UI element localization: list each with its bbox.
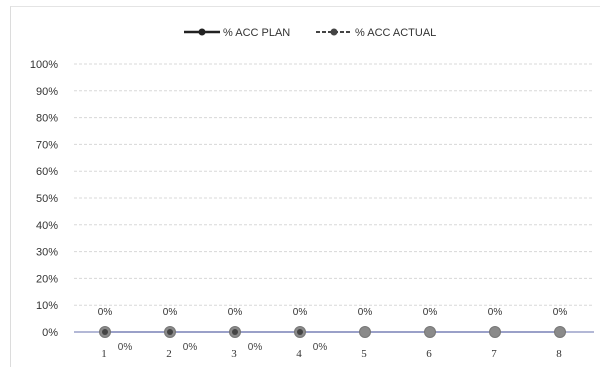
x-tick-label: 5 (361, 348, 367, 360)
point-actual (232, 329, 238, 335)
data-label-actual: 0% (118, 342, 133, 353)
y-axis-ticks: 0% 10% 20% 30% 40% 50% 60% 70% 80% 90% 100% (30, 59, 58, 339)
data-label-actual: 0% (183, 342, 198, 353)
chart-frame (10, 6, 600, 367)
legend-item-actual: % ACC ACTUAL (316, 27, 436, 39)
legend-item-plan: % ACC PLAN (184, 27, 290, 39)
point-plan (489, 326, 501, 338)
y-tick-label: 50% (36, 193, 58, 205)
legend: % ACC PLAN % ACC ACTUAL (184, 27, 436, 39)
point-actual (167, 329, 173, 335)
data-label-plan: 0% (358, 307, 373, 318)
data-label-plan: 0% (423, 307, 438, 318)
y-tick-label: 20% (36, 273, 58, 285)
series-group (99, 326, 566, 338)
point-actual (102, 329, 108, 335)
y-tick-label: 100% (30, 59, 58, 71)
x-tick-label: 4 (296, 348, 302, 360)
data-label-plan: 0% (163, 307, 178, 318)
x-tick-label: 2 (166, 348, 172, 360)
y-tick-label: 10% (36, 300, 58, 312)
y-tick-label: 0% (42, 327, 58, 339)
gridlines (74, 63, 594, 306)
data-label-plan: 0% (98, 307, 113, 318)
y-tick-label: 70% (36, 139, 58, 151)
point-plan (554, 326, 566, 338)
x-tick-label: 6 (426, 348, 432, 360)
y-tick-label: 40% (36, 220, 58, 232)
x-tick-label: 1 (101, 348, 107, 360)
data-label-plan: 0% (488, 307, 503, 318)
data-labels: 0% 0% 0% 0% 0% 0% 0% 0% 0% 0% 0% 0% (98, 307, 568, 353)
y-tick-label: 60% (36, 166, 58, 178)
y-tick-label: 90% (36, 86, 58, 98)
point-actual (297, 329, 303, 335)
x-tick-label: 8 (556, 348, 562, 360)
point-plan (424, 326, 436, 338)
data-label-plan: 0% (228, 307, 243, 318)
data-label-actual: 0% (313, 342, 328, 353)
x-axis-ticks: 1 2 3 4 5 6 7 8 (101, 348, 562, 360)
point-plan (359, 326, 371, 338)
x-tick-label: 3 (231, 348, 237, 360)
y-tick-label: 80% (36, 113, 58, 125)
x-tick-label: 7 (491, 348, 497, 360)
legend-label-plan: % ACC PLAN (223, 27, 290, 39)
legend-label-actual: % ACC ACTUAL (355, 27, 436, 39)
data-label-plan: 0% (293, 307, 308, 318)
y-tick-label: 30% (36, 247, 58, 259)
data-label-actual: 0% (248, 342, 263, 353)
data-label-plan: 0% (553, 307, 568, 318)
